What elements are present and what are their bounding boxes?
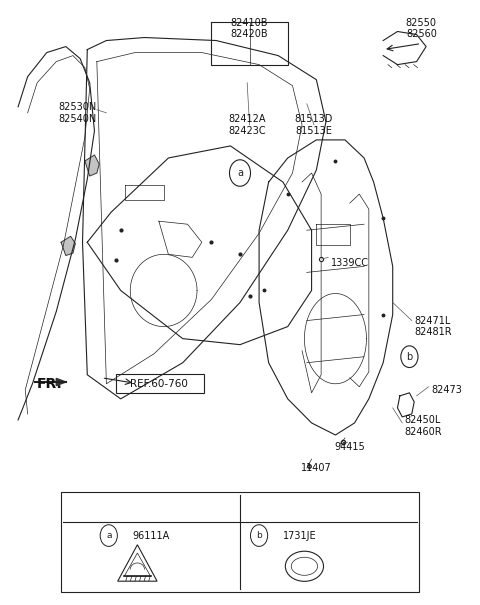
Polygon shape: [61, 237, 75, 255]
Text: REF.60-760: REF.60-760: [130, 379, 188, 389]
Text: b: b: [406, 352, 412, 362]
Text: 82550
82560: 82550 82560: [406, 18, 437, 39]
Text: 82473: 82473: [431, 385, 462, 395]
Text: 1339CC: 1339CC: [331, 258, 369, 269]
Text: b: b: [256, 531, 262, 540]
FancyBboxPatch shape: [61, 492, 419, 592]
Text: 82530N
82540N: 82530N 82540N: [59, 102, 97, 123]
Text: 82471L
82481R: 82471L 82481R: [414, 316, 452, 338]
Text: 96111A: 96111A: [132, 531, 170, 540]
Text: 82412A
82423C: 82412A 82423C: [228, 114, 266, 136]
Text: FR.: FR.: [37, 377, 63, 391]
Text: 81513D
81513E: 81513D 81513E: [295, 114, 333, 136]
Text: a: a: [106, 531, 111, 540]
Text: 11407: 11407: [301, 463, 332, 473]
Polygon shape: [85, 155, 99, 176]
Polygon shape: [56, 378, 66, 385]
Text: 82410B
82420B: 82410B 82420B: [231, 18, 268, 39]
Text: 94415: 94415: [335, 442, 365, 452]
Text: 1731JE: 1731JE: [283, 531, 317, 540]
Text: 82450L
82460R: 82450L 82460R: [405, 415, 442, 437]
Text: a: a: [237, 168, 243, 178]
